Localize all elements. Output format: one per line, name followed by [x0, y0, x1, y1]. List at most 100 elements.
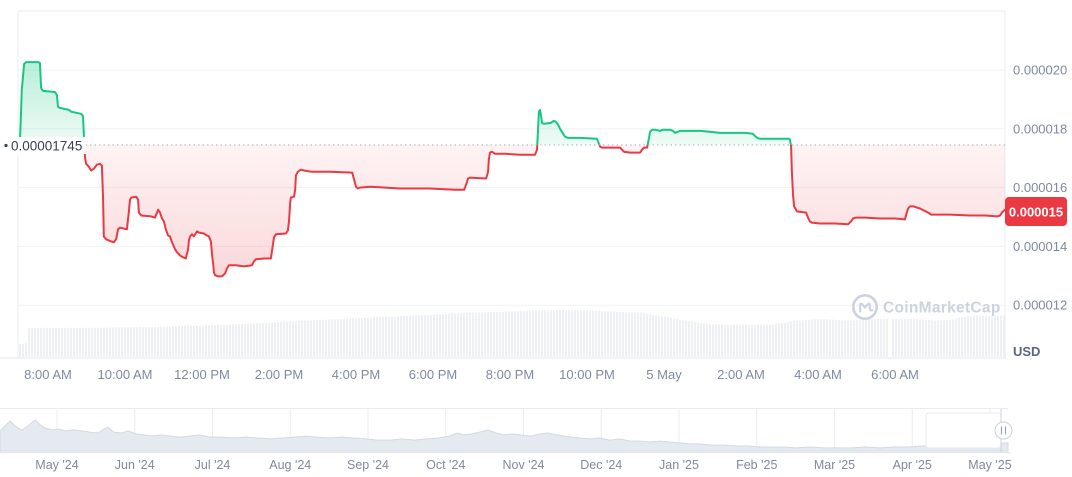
volume-bar — [736, 324, 738, 357]
volume-bar — [511, 311, 513, 357]
price-line-down[interactable] — [17, 62, 1007, 278]
volume-bar — [109, 327, 111, 357]
volume-bar — [940, 320, 942, 357]
currency-unit-label: USD — [1013, 344, 1040, 359]
volume-bar — [535, 310, 537, 357]
volume-bar — [163, 326, 165, 357]
navigator-area[interactable] — [0, 419, 1009, 452]
navigator-month-label: Sep '24 — [347, 458, 389, 472]
coinmarketcap-logo-m — [859, 302, 874, 313]
navigator-selected-window[interactable] — [925, 412, 1002, 449]
volume-bar — [985, 315, 987, 357]
volume-bar — [274, 322, 276, 357]
volume-bar — [595, 310, 597, 357]
volume-bar — [115, 327, 117, 357]
volume-bar — [565, 310, 567, 357]
volume-bar — [376, 317, 378, 357]
x-tick-label: 10:00 AM — [98, 367, 153, 382]
x-tick-label: 6:00 PM — [409, 367, 457, 382]
volume-bar — [991, 316, 993, 357]
volume-bar — [823, 319, 825, 357]
volume-bar — [388, 316, 390, 357]
volume-bar — [436, 314, 438, 357]
volume-bar — [622, 311, 624, 357]
volume-bar — [283, 321, 285, 357]
volume-bar — [703, 323, 705, 357]
volume-bar — [304, 320, 306, 357]
volume-bar — [850, 320, 852, 357]
volume-bar — [310, 320, 312, 357]
volume-bar — [532, 310, 534, 357]
volume-bar — [223, 324, 225, 357]
volume-bar — [742, 325, 744, 357]
volume-bar — [946, 320, 948, 357]
x-tick-label: 2:00 PM — [255, 367, 303, 382]
volume-bar — [49, 327, 51, 357]
volume-bar — [187, 325, 189, 357]
area-fill-down — [18, 144, 1006, 277]
volume-bar — [256, 323, 258, 357]
volume-bar — [40, 327, 42, 357]
volume-bar — [634, 312, 636, 357]
volume-bar — [199, 325, 201, 357]
x-tick-label: 4:00 PM — [332, 367, 380, 382]
volume-bar — [520, 310, 522, 357]
y-axis: 0.000020 0.000018 0.000016 0.000014 0.000012… — [1013, 63, 1067, 360]
volume-bar — [868, 319, 870, 357]
volume-bar — [70, 327, 72, 357]
volume-bar — [880, 318, 882, 357]
range-navigator[interactable]: May '24 Jun '24 Jul '24 Aug '24 Sep '24 Oct '… — [0, 408, 1013, 473]
volume-bar — [886, 318, 888, 357]
volume-bar — [934, 320, 936, 357]
volume-bar — [661, 316, 663, 357]
volume-bar — [373, 317, 375, 357]
volume-bar — [904, 318, 906, 357]
volume-bar — [220, 325, 222, 357]
volume-bar — [979, 315, 981, 357]
volume-bar — [427, 314, 429, 357]
volume-bar — [802, 320, 804, 357]
volume-bar — [448, 313, 450, 357]
volume-bar — [970, 315, 972, 357]
volume-bar — [709, 323, 711, 357]
navigator-month-label: Jan '25 — [659, 458, 699, 472]
volume-bar — [895, 318, 897, 357]
volume-bar — [439, 314, 441, 357]
volume-bar — [106, 327, 108, 357]
volume-bar — [475, 312, 477, 357]
volume-bar — [361, 317, 363, 357]
volume-bar — [835, 319, 837, 357]
navigator-resize-handle[interactable] — [994, 421, 1013, 440]
volume-bar — [382, 316, 384, 357]
volume-bar — [88, 327, 90, 357]
volume-bar — [325, 319, 327, 357]
volume-bar — [643, 313, 645, 357]
volume-bar — [457, 313, 459, 357]
volume-bar — [997, 315, 999, 357]
volume-bar — [628, 312, 630, 357]
volume-bar — [664, 316, 666, 357]
volume-bar — [787, 322, 789, 357]
volume-bar — [118, 327, 120, 357]
volume-bar — [640, 312, 642, 357]
volume-bar — [673, 318, 675, 357]
volume-bar — [496, 311, 498, 357]
volume-bar — [655, 315, 657, 357]
volume-bar — [619, 311, 621, 357]
volume-bar — [226, 324, 228, 357]
volume-bar — [484, 312, 486, 357]
navigator-month-label: May '24 — [35, 458, 78, 472]
volume-bar — [268, 322, 270, 357]
volume-bar — [367, 317, 369, 357]
volume-bar — [76, 327, 78, 357]
price-series[interactable] — [17, 61, 1007, 278]
volume-bar — [541, 310, 543, 357]
volume-bar — [754, 325, 756, 357]
volume-bar — [958, 317, 960, 357]
volume-bar — [973, 315, 975, 357]
volume-bar — [421, 315, 423, 357]
volume-bar — [682, 320, 684, 357]
volume-bar — [721, 324, 723, 357]
volume-bar — [580, 310, 582, 357]
